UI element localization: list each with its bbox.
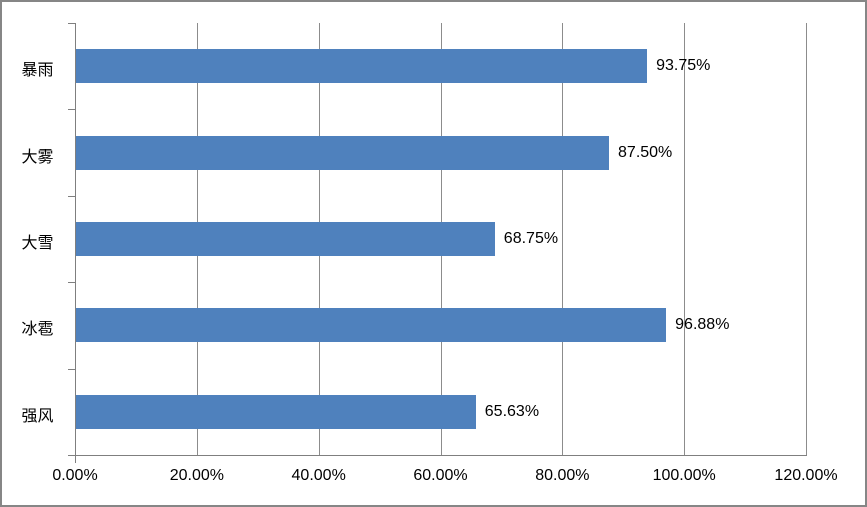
gridline bbox=[684, 23, 686, 455]
plot-area: 93.75% 87.50% 68.75% 96.88% 65.63% 0.00% 20.00… bbox=[52, 23, 838, 484]
x-tick-label: 100.00% bbox=[652, 467, 716, 484]
bar-大雪 bbox=[76, 222, 495, 256]
bar-value-label: 87.50% bbox=[618, 143, 673, 161]
x-tick-label: 80.00% bbox=[535, 467, 590, 484]
category-tick-mark bbox=[68, 369, 75, 370]
x-tick-label: 20.00% bbox=[169, 467, 224, 484]
bar-暴雨 bbox=[76, 49, 648, 84]
category-label: 暴雨 bbox=[21, 62, 54, 80]
bar-value-label: 96.88% bbox=[675, 316, 730, 334]
bar-value-label: 93.75% bbox=[656, 57, 711, 75]
gridline bbox=[562, 23, 564, 455]
category-tick-mark bbox=[68, 196, 75, 197]
gridline bbox=[806, 23, 807, 455]
category-axis-line bbox=[75, 23, 76, 463]
category-tick-mark bbox=[68, 23, 75, 24]
bar-value-label: 68.75% bbox=[503, 230, 559, 247]
category-label: 大雾 bbox=[21, 148, 54, 166]
category-label: 强风 bbox=[21, 407, 54, 425]
category-label: 冰雹 bbox=[21, 321, 54, 339]
category-tick-mark bbox=[68, 282, 75, 283]
category-axis-labels: 暴雨大雾大雪冰雹强风 bbox=[2, 23, 73, 455]
x-tick-label: 40.00% bbox=[291, 467, 346, 484]
bar-冰雹 bbox=[76, 308, 667, 343]
category-tick-mark bbox=[68, 455, 75, 456]
bar-大雾 bbox=[76, 135, 610, 170]
bar-value-label: 65.63% bbox=[484, 402, 540, 420]
x-tick-label: 120.00% bbox=[774, 467, 838, 484]
x-tick-label: 60.00% bbox=[413, 467, 468, 484]
value-axis-line bbox=[75, 455, 807, 456]
x-tick-label: 0.00% bbox=[52, 467, 98, 484]
category-tick-mark bbox=[68, 109, 75, 110]
category-label: 大雪 bbox=[21, 235, 54, 252]
bar-强风 bbox=[76, 394, 476, 429]
